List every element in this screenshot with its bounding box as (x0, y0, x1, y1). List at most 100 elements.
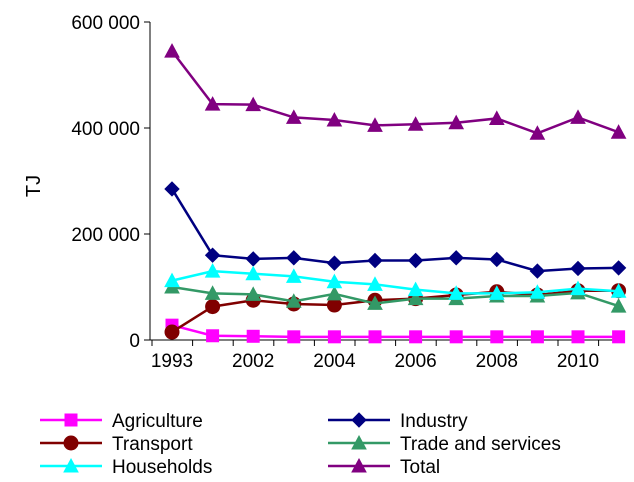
data-point (409, 330, 423, 344)
legend: Agriculture Industry Transport Trade and se… (40, 411, 561, 478)
data-point (245, 265, 262, 281)
series-trade-and-services (164, 278, 627, 313)
legend-label: Trade and services (400, 434, 561, 455)
data-point (570, 260, 586, 277)
data-point (570, 280, 586, 296)
y-tick-label: 0 (129, 331, 140, 352)
data-point (449, 330, 463, 344)
legend-marker (63, 435, 79, 451)
series-transport (164, 283, 627, 340)
data-point (529, 125, 546, 140)
legend-item: Trade and services (328, 434, 561, 455)
data-point (326, 285, 343, 301)
series-line (171, 269, 619, 295)
data-point (164, 272, 180, 288)
data-point (285, 109, 302, 124)
x-tick-label: 1993 (151, 351, 193, 372)
data-point (204, 247, 221, 263)
data-point (206, 329, 220, 343)
data-point (407, 252, 424, 269)
y-tick-label: 600 000 (71, 13, 140, 34)
data-point (204, 285, 221, 300)
data-point (610, 283, 627, 298)
series-layer (164, 43, 627, 344)
legend-marker (63, 457, 79, 473)
data-point (488, 110, 505, 125)
data-point (286, 250, 302, 266)
legend-marker (351, 434, 367, 450)
y-tick-label: 200 000 (71, 225, 140, 246)
data-point (285, 268, 302, 283)
legend-marker (351, 457, 367, 473)
data-point (285, 293, 302, 308)
data-point (571, 330, 585, 344)
data-point (245, 96, 262, 112)
legend-label: Agriculture (112, 411, 203, 432)
data-point (164, 181, 180, 197)
data-point (612, 330, 626, 344)
series-total (164, 43, 627, 140)
data-point (610, 298, 627, 313)
data-point (287, 330, 301, 344)
series-line (171, 285, 619, 308)
data-point (164, 43, 180, 58)
y-tick-label: 400 000 (71, 119, 140, 140)
x-tick-label: 2006 (394, 351, 436, 372)
series-industry (164, 181, 627, 279)
legend-item: Industry (328, 411, 468, 432)
data-point (610, 260, 627, 276)
data-point (448, 285, 465, 300)
data-point (326, 111, 343, 127)
data-point (326, 255, 343, 271)
data-point (327, 330, 341, 344)
data-point (610, 124, 627, 139)
series-line (170, 188, 619, 273)
series-line (171, 323, 619, 339)
data-point (407, 290, 424, 306)
data-point (448, 250, 464, 266)
legend-item: Transport (40, 434, 193, 455)
data-point (490, 330, 504, 344)
x-tick-label: 2010 (557, 351, 599, 372)
legend-marker (64, 413, 78, 427)
x-tick-label: 2008 (476, 351, 518, 372)
data-point (407, 281, 424, 297)
data-point (367, 276, 383, 291)
data-point (164, 324, 180, 340)
data-point (407, 116, 424, 131)
data-point (448, 114, 465, 130)
x-tick-label: 2002 (232, 351, 274, 372)
data-point (245, 251, 261, 267)
legend-item: Total (328, 457, 440, 478)
y-axis-label: TJ (23, 175, 45, 197)
legend-marker (351, 412, 367, 428)
data-point (205, 299, 221, 315)
data-point (529, 263, 546, 279)
series-agriculture (165, 318, 626, 344)
data-point (367, 117, 383, 132)
data-point (367, 295, 383, 310)
legend-label: Households (112, 457, 212, 477)
data-point (368, 330, 382, 344)
axes: 0 200 000 400 000 600 000 TJ 1993 2002 2004 2006… (23, 13, 625, 372)
x-tick-label: 2004 (313, 351, 356, 372)
series-line (171, 289, 619, 334)
data-point (204, 263, 221, 278)
legend-label: Industry (400, 411, 468, 432)
data-point (245, 286, 262, 301)
legend-item: Households (40, 457, 212, 478)
legend-label: Transport (112, 434, 193, 455)
data-point (570, 109, 586, 124)
data-point (529, 284, 546, 299)
series-households (164, 263, 627, 300)
data-point (204, 96, 221, 111)
data-point (326, 273, 343, 289)
legend-item: Agriculture (40, 411, 203, 432)
data-point (488, 285, 505, 300)
data-point (367, 252, 383, 269)
legend-label: Total (400, 457, 440, 477)
series-line (171, 50, 620, 135)
data-point (489, 251, 505, 268)
